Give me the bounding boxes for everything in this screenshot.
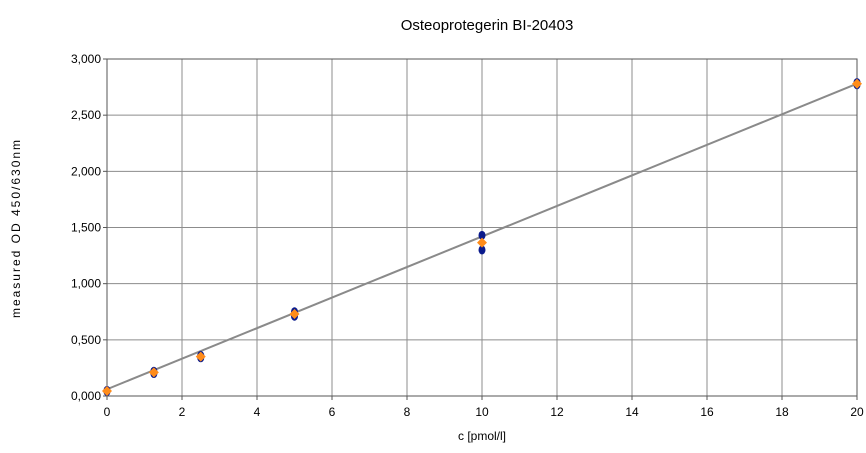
- y-tick-label: 1,000: [71, 277, 101, 291]
- x-axis-label: c [pmol/l]: [458, 429, 506, 443]
- y-tick-label: 0,500: [71, 333, 101, 347]
- x-tick-label: 6: [329, 405, 336, 419]
- x-axis-ticks: 0 2 4 6 8 10 12 14 16 18 20: [104, 396, 864, 419]
- data-point-series-2: [195, 351, 206, 362]
- x-tick-label: 10: [475, 405, 489, 419]
- data-point-series-1: [478, 230, 486, 240]
- y-axis-ticks: 0,000 0,500 1,000 1,500 2,000 2,500 3,000: [71, 52, 107, 403]
- grid: [106, 58, 858, 397]
- x-tick-label: 2: [179, 405, 186, 419]
- x-tick-label: 14: [625, 405, 639, 419]
- x-tick-label: 12: [550, 405, 564, 419]
- chart-title: Osteoprotegerin BI-20403: [401, 17, 574, 34]
- x-tick-label: 0: [104, 405, 111, 419]
- data-point-series-2: [148, 367, 159, 378]
- data-point-series-2: [289, 308, 300, 319]
- y-tick-label: 1,500: [71, 221, 101, 235]
- y-tick-label: 2,500: [71, 108, 101, 122]
- data-point-series-2: [852, 78, 862, 89]
- data-point-series-2: [102, 385, 112, 396]
- data-point-series-1: [478, 245, 486, 255]
- y-tick-label: 2,000: [71, 164, 101, 178]
- x-tick-label: 8: [404, 405, 411, 419]
- y-tick-label: 0,000: [71, 389, 101, 403]
- data-point-series-2: [477, 237, 487, 248]
- x-tick-label: 20: [850, 405, 864, 419]
- y-axis-label: measured OD 450/630nm: [9, 138, 23, 318]
- x-tick-label: 16: [700, 405, 714, 419]
- data-points: [102, 78, 862, 397]
- x-tick-label: 4: [254, 405, 261, 419]
- x-tick-label: 18: [775, 405, 789, 419]
- y-tick-label: 3,000: [71, 52, 101, 66]
